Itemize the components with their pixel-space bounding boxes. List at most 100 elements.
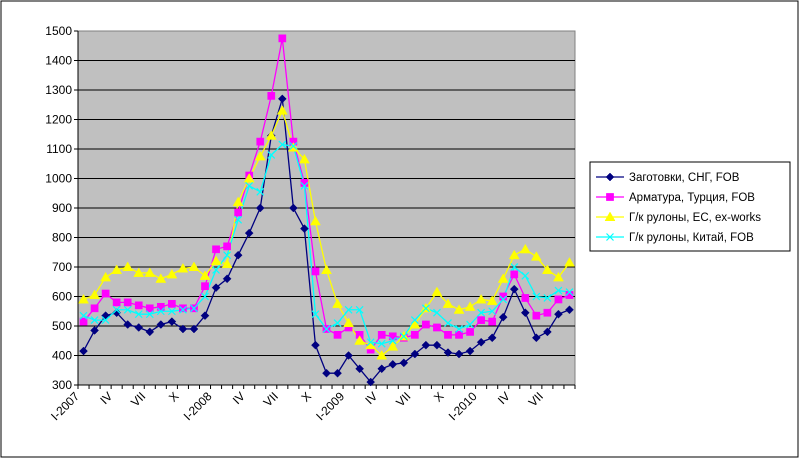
data-point bbox=[333, 319, 342, 327]
data-point bbox=[133, 267, 145, 277]
data-point bbox=[333, 331, 342, 339]
data-point-stroke bbox=[245, 181, 254, 190]
data-point bbox=[605, 172, 615, 182]
y-tick-label: 1300 bbox=[45, 83, 72, 97]
data-point bbox=[410, 349, 420, 359]
data-point bbox=[232, 196, 244, 207]
data-point bbox=[245, 181, 254, 190]
data-point bbox=[300, 181, 309, 190]
data-point bbox=[432, 340, 442, 350]
data-point bbox=[156, 307, 165, 316]
data-point bbox=[155, 273, 167, 283]
data-point bbox=[234, 215, 243, 224]
data-point bbox=[112, 298, 121, 307]
data-point bbox=[520, 308, 530, 318]
y-tick-label: 900 bbox=[52, 201, 72, 215]
y-tick-label: 500 bbox=[52, 319, 72, 333]
data-point bbox=[233, 250, 243, 260]
data-point-stroke bbox=[477, 308, 486, 317]
data-point bbox=[421, 340, 431, 350]
data-point bbox=[79, 311, 88, 320]
data-point-stroke bbox=[223, 251, 232, 260]
data-point-stroke bbox=[554, 286, 563, 295]
data-point bbox=[311, 267, 320, 276]
data-point-stroke bbox=[377, 339, 386, 348]
data-point bbox=[399, 332, 408, 341]
data-point bbox=[79, 346, 88, 356]
data-point bbox=[554, 286, 563, 295]
data-point bbox=[243, 172, 255, 183]
data-point-stroke bbox=[444, 319, 452, 327]
data-point bbox=[388, 359, 398, 369]
data-point bbox=[410, 316, 419, 325]
data-point bbox=[179, 304, 187, 313]
y-tick-label: 1500 bbox=[45, 24, 72, 38]
data-point bbox=[254, 150, 266, 161]
data-point bbox=[606, 193, 614, 201]
data-point bbox=[343, 317, 355, 328]
data-point-stroke bbox=[190, 304, 198, 313]
data-point-stroke bbox=[278, 140, 287, 149]
data-point-stroke bbox=[234, 215, 243, 224]
data-point bbox=[178, 305, 187, 314]
data-point bbox=[465, 346, 475, 356]
data-point bbox=[510, 263, 519, 271]
data-point-stroke bbox=[455, 325, 463, 333]
data-point-stroke bbox=[510, 263, 519, 271]
y-tick-label: 1000 bbox=[45, 172, 72, 186]
data-point bbox=[234, 208, 242, 217]
data-point bbox=[344, 305, 353, 314]
data-point bbox=[498, 312, 508, 322]
data-point bbox=[78, 293, 89, 304]
data-point bbox=[553, 271, 564, 282]
data-point bbox=[223, 251, 232, 260]
legend: Заготовки, СНГ, FOB Арматура, Турция, FOB… bbox=[589, 161, 791, 252]
data-point bbox=[541, 264, 553, 274]
data-point bbox=[519, 243, 531, 254]
data-point bbox=[167, 317, 177, 326]
data-point-stroke bbox=[134, 310, 143, 319]
data-point bbox=[476, 337, 486, 347]
y-tick-label: 300 bbox=[52, 378, 72, 392]
data-point bbox=[409, 319, 421, 329]
data-point bbox=[604, 211, 616, 221]
data-point bbox=[79, 317, 88, 326]
data-point bbox=[156, 320, 166, 329]
y-tick-label: 1100 bbox=[46, 142, 72, 156]
data-point bbox=[199, 270, 211, 280]
data-point bbox=[499, 295, 508, 304]
data-point bbox=[444, 319, 452, 327]
data-point bbox=[101, 316, 110, 325]
data-point-stroke bbox=[267, 150, 276, 159]
data-point bbox=[486, 295, 498, 305]
data-point bbox=[112, 305, 121, 314]
data-point bbox=[244, 228, 254, 238]
data-point-stroke bbox=[399, 332, 408, 341]
data-point-stroke bbox=[344, 305, 353, 314]
data-point bbox=[377, 364, 387, 374]
data-point bbox=[311, 340, 320, 350]
data-point-stroke bbox=[289, 142, 298, 150]
data-point bbox=[201, 282, 209, 291]
data-point-stroke bbox=[156, 307, 165, 316]
data-point-stroke bbox=[388, 336, 397, 345]
data-point bbox=[145, 304, 154, 313]
data-point bbox=[387, 341, 399, 351]
data-point bbox=[455, 331, 463, 339]
data-point bbox=[123, 305, 132, 314]
data-point bbox=[221, 258, 233, 269]
data-point-stroke bbox=[606, 233, 614, 241]
data-point-stroke bbox=[421, 304, 430, 313]
data-point bbox=[111, 264, 123, 274]
data-point bbox=[510, 270, 519, 279]
data-point-stroke bbox=[322, 325, 331, 333]
data-point bbox=[212, 266, 220, 274]
data-point bbox=[278, 34, 287, 43]
data-point bbox=[278, 140, 287, 149]
data-point bbox=[289, 203, 298, 213]
data-point bbox=[453, 304, 465, 314]
data-point bbox=[488, 307, 497, 316]
data-point-stroke bbox=[112, 305, 121, 314]
data-point bbox=[454, 349, 464, 359]
data-point bbox=[190, 304, 198, 313]
